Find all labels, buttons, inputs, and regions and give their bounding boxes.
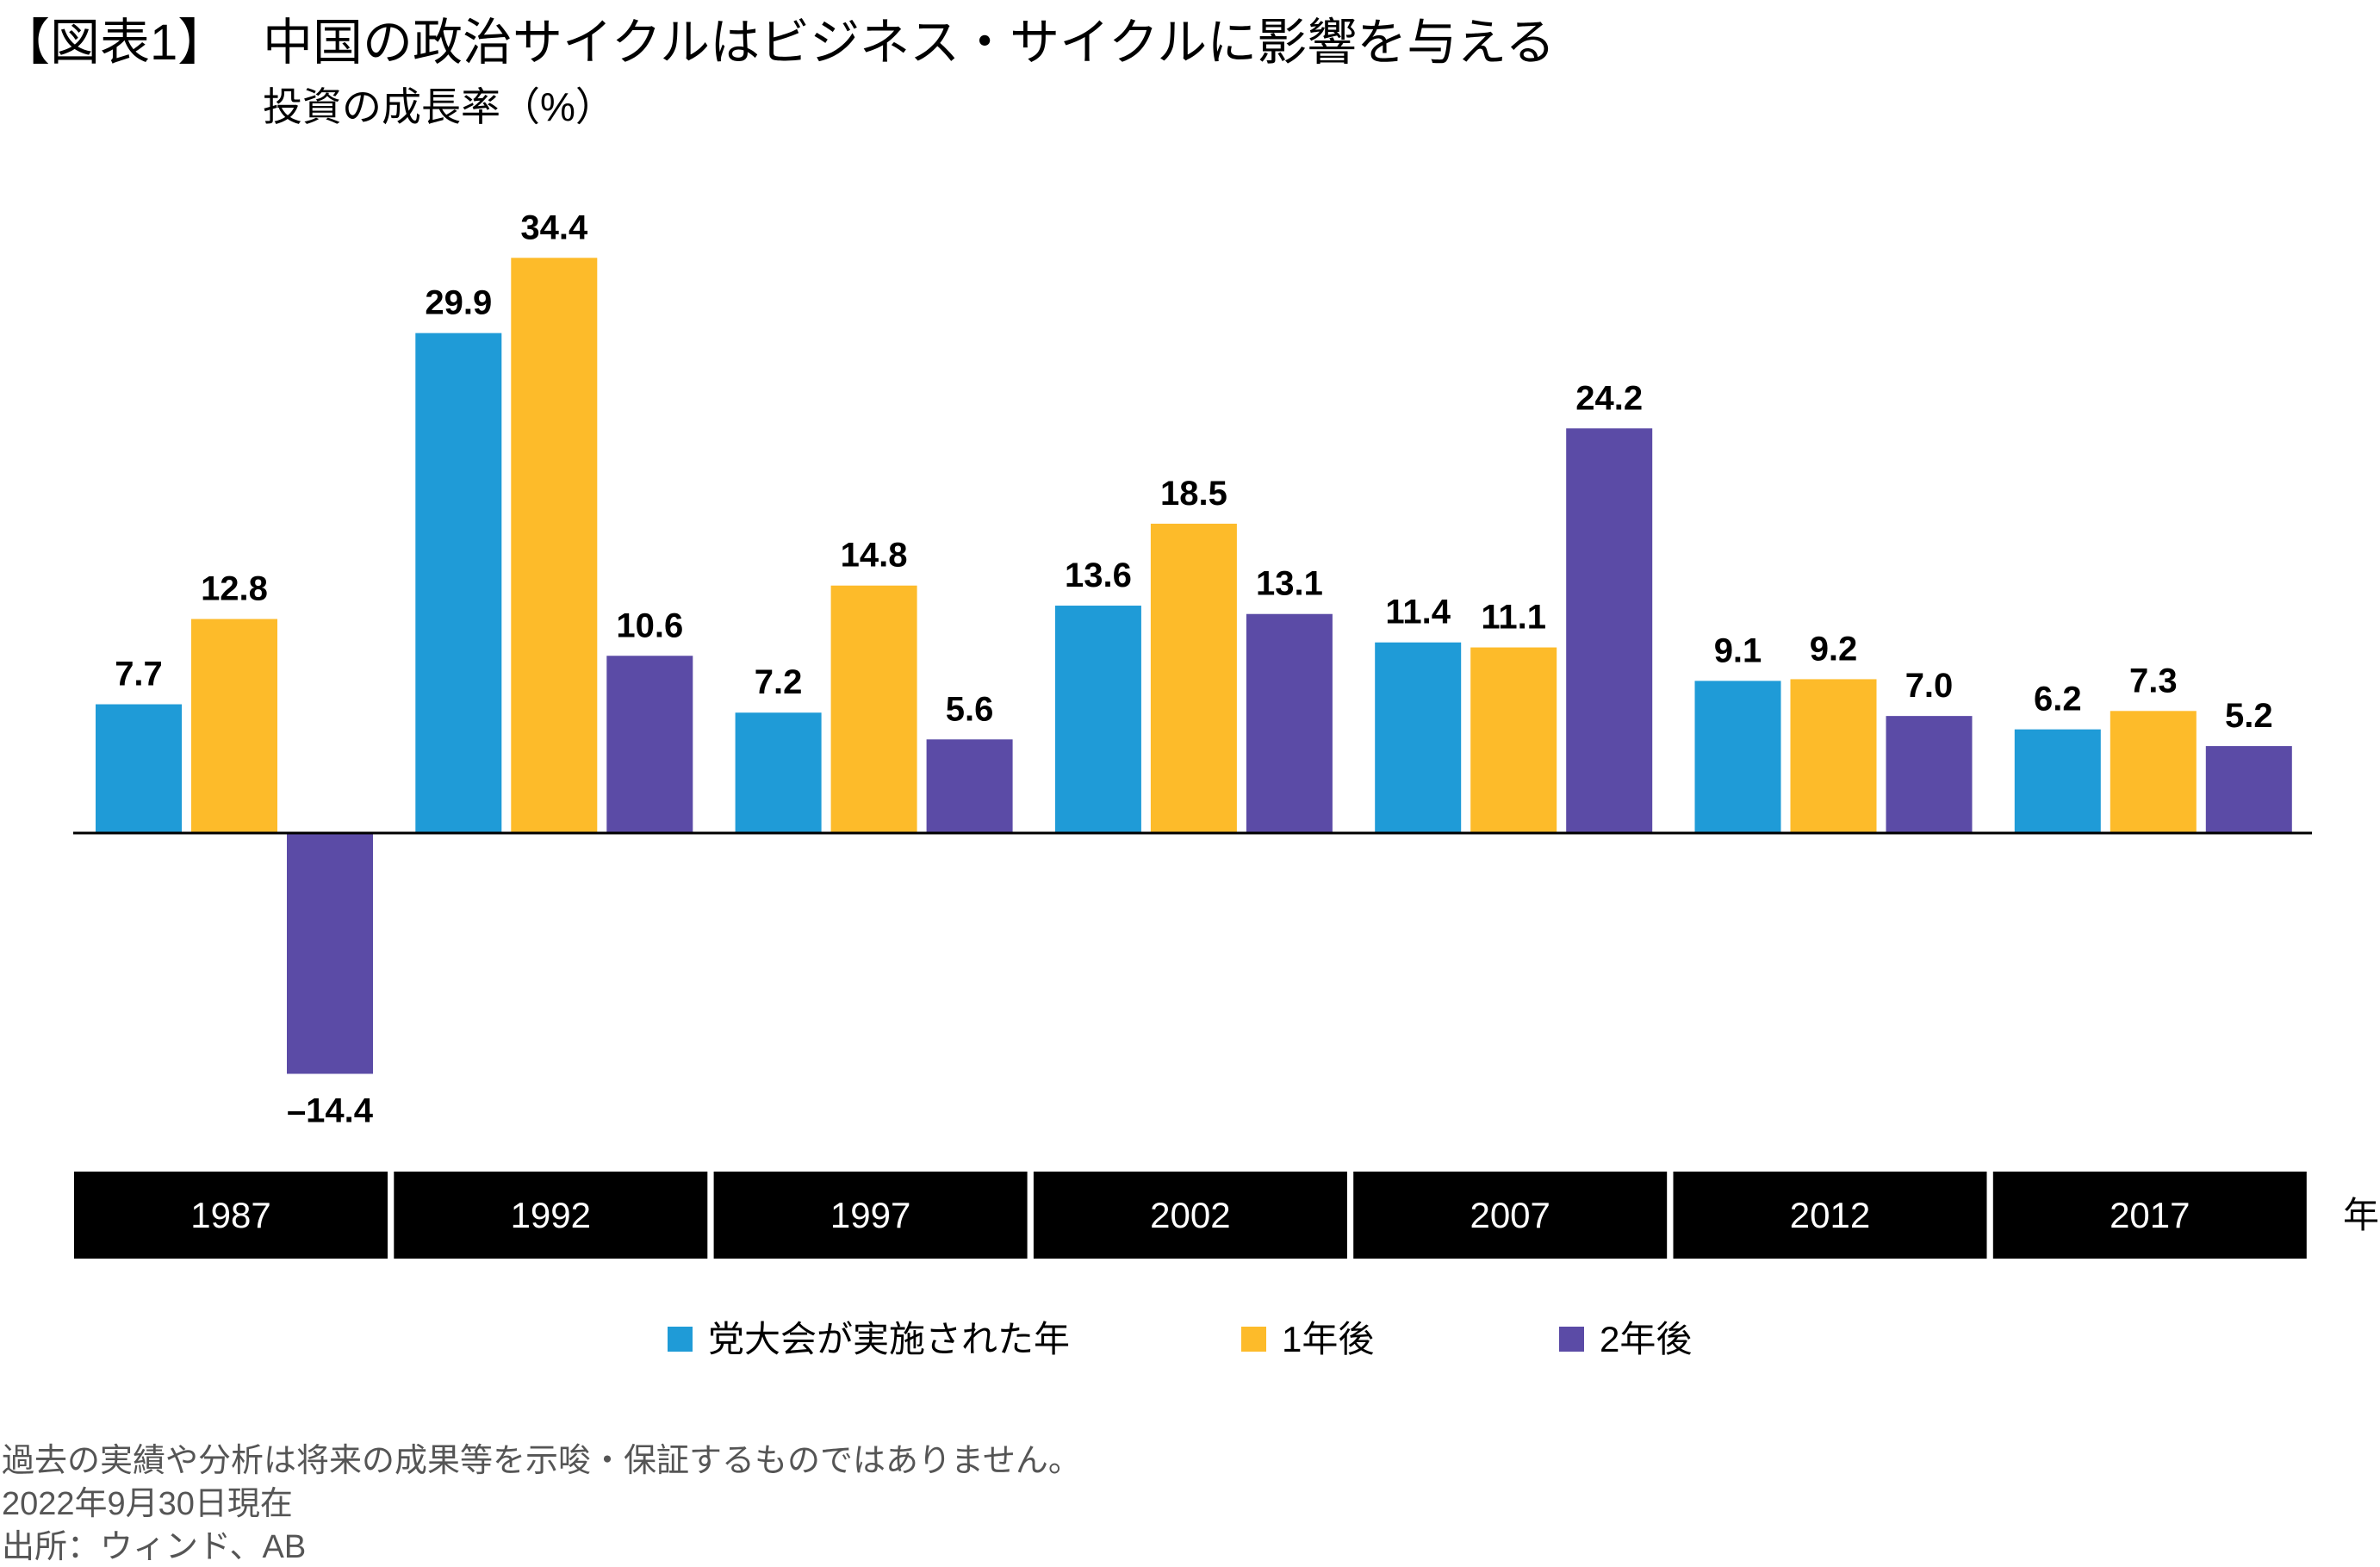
data-label: 7.2	[755, 663, 803, 701]
legend-label: 2年後	[1600, 1319, 1692, 1359]
data-label: 34.4	[520, 208, 588, 246]
data-label: 7.0	[1905, 667, 1954, 705]
legend-swatch-0	[668, 1327, 693, 1352]
data-label: 18.5	[1160, 475, 1227, 513]
bar-2017-series-1	[2110, 711, 2197, 833]
category-label: 2002	[1150, 1195, 1230, 1235]
bar-2017-series-2	[2205, 746, 2292, 833]
data-label: 29.9	[425, 284, 492, 322]
data-label: 7.7	[115, 656, 163, 693]
data-label: 12.8	[201, 570, 268, 608]
category-label: 1992	[511, 1195, 591, 1235]
data-label: 5.6	[946, 690, 994, 728]
bar-1987-series-0	[96, 704, 182, 833]
data-label: 13.1	[1256, 565, 1323, 603]
data-label: 7.3	[2129, 662, 2178, 700]
category-label: 2017	[2110, 1195, 2190, 1235]
category-label: 1987	[190, 1195, 270, 1235]
chart-subtitle: 投資の成長率（%）	[263, 84, 615, 129]
bar-2002-series-1	[1150, 523, 1237, 833]
bar-1992-series-0	[415, 333, 502, 833]
bar-2017-series-0	[2014, 729, 2101, 833]
category-label: 1997	[830, 1195, 910, 1235]
data-label: 24.2	[1575, 379, 1643, 417]
bar-2007-series-0	[1375, 642, 1462, 833]
category-label: 2012	[1790, 1195, 1870, 1235]
data-label: 9.2	[1810, 630, 1858, 668]
data-label: 6.2	[2034, 681, 2082, 718]
bar-2012-series-2	[1886, 716, 1973, 833]
footer-source: 出所：ウィンド、AB	[2, 1529, 307, 1565]
bar-1997-series-2	[926, 739, 1013, 833]
category-box-2007	[1353, 1172, 1668, 1259]
legend-swatch-2	[1559, 1327, 1584, 1352]
bar-2002-series-2	[1246, 613, 1333, 833]
data-label: –14.4	[287, 1092, 374, 1130]
bar-1992-series-1	[511, 258, 598, 833]
legend-swatch-1	[1241, 1327, 1266, 1352]
category-label: 2007	[1470, 1195, 1550, 1235]
bar-1997-series-1	[830, 585, 917, 833]
bar-1987-series-2	[287, 833, 373, 1074]
title-main: 中国の政治サイクルはビジネス・サイクルに影響を与える	[263, 15, 1556, 71]
bar-1992-series-2	[606, 656, 693, 833]
data-label: 13.6	[1065, 557, 1132, 594]
bar-2002-series-0	[1054, 606, 1141, 833]
category-box-1997	[713, 1172, 1028, 1259]
bar-2012-series-0	[1694, 681, 1781, 833]
data-label: 14.8	[841, 537, 908, 575]
chart-title: 【図表1】 中国の政治サイクルはビジネス・サイクルに影響を与える	[0, 2, 1555, 74]
legend-label: 1年後	[1282, 1319, 1374, 1359]
x-axis-unit: 年	[2343, 1195, 2379, 1235]
category-box-2017	[1992, 1172, 2307, 1259]
bar-1997-series-0	[735, 712, 822, 833]
bar-2007-series-2	[1566, 428, 1653, 833]
category-box-1987	[74, 1172, 388, 1259]
data-label: 11.1	[1481, 599, 1546, 637]
category-box-2002	[1033, 1172, 1347, 1259]
data-label: 5.2	[2225, 697, 2273, 735]
data-label: 9.1	[1714, 631, 1762, 669]
footer-disclaimer: 過去の実績や分析は将来の成果等を示唆・保証するものではありません。	[2, 1443, 1081, 1479]
legend-label: 党大会が実施された年	[708, 1319, 1070, 1359]
category-box-1992	[394, 1172, 708, 1259]
figure-tag: 【図表1】	[0, 15, 228, 71]
bar-2012-series-1	[1790, 679, 1877, 833]
bar-2007-series-1	[1470, 647, 1557, 833]
bar-1987-series-1	[191, 619, 277, 833]
data-label: 11.4	[1385, 594, 1451, 631]
data-label: 10.6	[616, 606, 683, 644]
bar-chart: 7.7 12.8 –14.4 1987 29.9 34.4 10.6 1992 7.2 14.8 5…	[73, 208, 2379, 1359]
category-box-2012	[1673, 1172, 1987, 1259]
footer-date: 2022年9月30日現在	[2, 1486, 293, 1522]
